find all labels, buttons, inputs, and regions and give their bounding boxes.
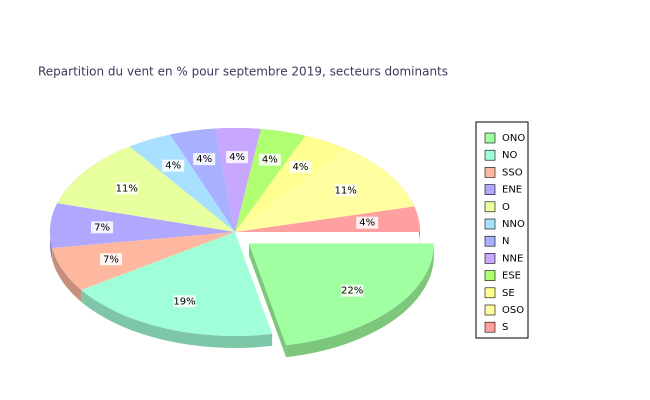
data-label: 4% bbox=[229, 152, 245, 163]
data-label-bg bbox=[226, 151, 249, 164]
legend-swatch bbox=[484, 132, 496, 144]
legend-label: O bbox=[502, 202, 510, 213]
data-label-bg bbox=[173, 295, 196, 308]
chart-title: Repartition du vent en % pour septembre … bbox=[38, 65, 448, 79]
slice bbox=[235, 148, 415, 232]
slice bbox=[170, 128, 235, 232]
legend-swatch bbox=[484, 304, 496, 316]
data-label: 4% bbox=[262, 155, 278, 166]
data-label-bg bbox=[258, 153, 281, 166]
slice-wall bbox=[248, 243, 287, 358]
legend-label: ESE bbox=[502, 271, 521, 282]
legend-label: N bbox=[502, 236, 509, 247]
legend-label: SSO bbox=[502, 167, 523, 178]
legend-label: OSO bbox=[502, 305, 524, 316]
slice bbox=[57, 146, 236, 232]
slice bbox=[129, 134, 235, 232]
slice bbox=[49, 203, 235, 249]
slice-side bbox=[286, 243, 434, 358]
legend-swatch bbox=[484, 270, 496, 281]
data-label-bg bbox=[99, 253, 122, 266]
legend-swatch bbox=[484, 184, 496, 195]
legend-label: S bbox=[502, 322, 508, 333]
data-label-bg bbox=[193, 153, 216, 166]
legend-label: ENE bbox=[502, 185, 522, 196]
legend-swatch bbox=[484, 287, 496, 299]
slice bbox=[81, 232, 273, 336]
data-label: 7% bbox=[103, 254, 119, 265]
data-label-bg bbox=[115, 182, 138, 195]
data-label-bg bbox=[289, 160, 312, 173]
slice bbox=[235, 135, 346, 232]
data-labels: 4% 11% 4% 4% 4% 4% 4% 11% 7% 7% 19% 22% bbox=[91, 151, 379, 308]
data-label: 7% bbox=[94, 222, 110, 233]
slice-side bbox=[81, 289, 273, 348]
data-label-bg bbox=[91, 221, 114, 234]
data-label: 4% bbox=[292, 162, 308, 173]
data-label: 11% bbox=[116, 183, 138, 194]
legend-swatch bbox=[484, 235, 496, 247]
legend-label: ONO bbox=[502, 133, 525, 144]
slice bbox=[235, 129, 306, 232]
legend-swatch bbox=[484, 201, 496, 213]
legend-swatch bbox=[484, 218, 496, 230]
data-label-bg bbox=[334, 184, 357, 197]
slice-side bbox=[52, 248, 82, 302]
legend-swatch bbox=[484, 321, 496, 333]
data-label-bg bbox=[356, 216, 379, 229]
data-label: 4% bbox=[165, 161, 181, 172]
legend-label: NNE bbox=[502, 253, 523, 264]
data-label: 19% bbox=[173, 296, 195, 307]
data-label: 4% bbox=[359, 218, 375, 229]
legend-label: SE bbox=[502, 288, 515, 299]
data-label: 11% bbox=[334, 185, 356, 196]
legend: ONO NO SSO ENE O NNO N NNE ESE SE OSO S bbox=[484, 132, 525, 333]
data-label-bg bbox=[341, 284, 364, 297]
slice bbox=[52, 232, 236, 290]
legend-swatch bbox=[484, 167, 496, 178]
legend-label: NO bbox=[502, 150, 517, 161]
legend-label: NNO bbox=[502, 219, 525, 230]
data-label-bg bbox=[162, 159, 185, 172]
data-label: 22% bbox=[341, 286, 363, 297]
legend-swatch bbox=[484, 149, 496, 161]
legend-box bbox=[475, 121, 529, 339]
legend-swatch bbox=[484, 253, 496, 264]
data-label: 4% bbox=[196, 154, 212, 165]
pie-tops bbox=[49, 128, 434, 346]
